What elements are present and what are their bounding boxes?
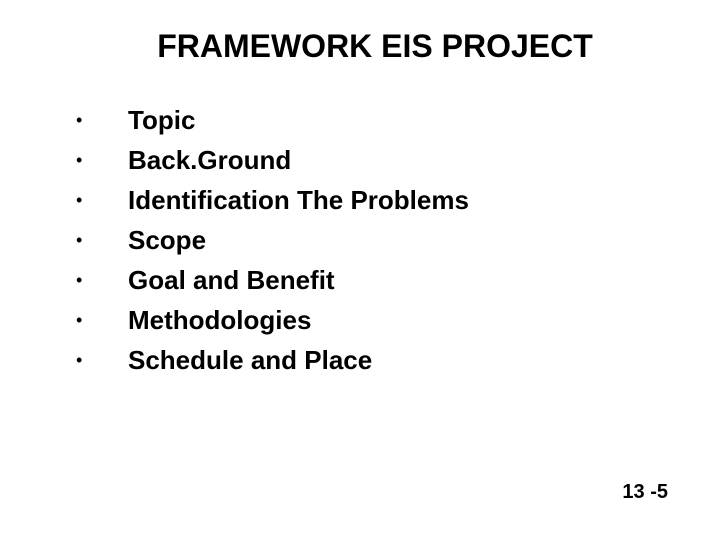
list-item: • Identification The Problems [70,183,680,217]
bullet-text: Scope [128,223,206,257]
list-item: • Schedule and Place [70,343,680,377]
list-item: • Back.Ground [70,143,680,177]
list-item: • Topic [70,103,680,137]
bullet-text: Goal and Benefit [128,263,335,297]
bullet-icon: • [70,343,128,377]
bullet-text: Topic [128,103,195,137]
list-item: • Methodologies [70,303,680,337]
bullet-icon: • [70,303,128,337]
list-item: • Goal and Benefit [70,263,680,297]
bullet-text: Back.Ground [128,143,291,177]
slide-title: FRAMEWORK EIS PROJECT [70,28,680,65]
bullet-text: Identification The Problems [128,183,469,217]
bullet-icon: • [70,103,128,137]
bullet-text: Schedule and Place [128,343,372,377]
list-item: • Scope [70,223,680,257]
bullet-list: • Topic • Back.Ground • Identification T… [40,103,680,377]
bullet-icon: • [70,263,128,297]
slide-container: FRAMEWORK EIS PROJECT • Topic • Back.Gro… [0,0,720,540]
bullet-icon: • [70,183,128,217]
bullet-text: Methodologies [128,303,311,337]
page-number: 13 -5 [622,481,668,504]
bullet-icon: • [70,223,128,257]
bullet-icon: • [70,143,128,177]
